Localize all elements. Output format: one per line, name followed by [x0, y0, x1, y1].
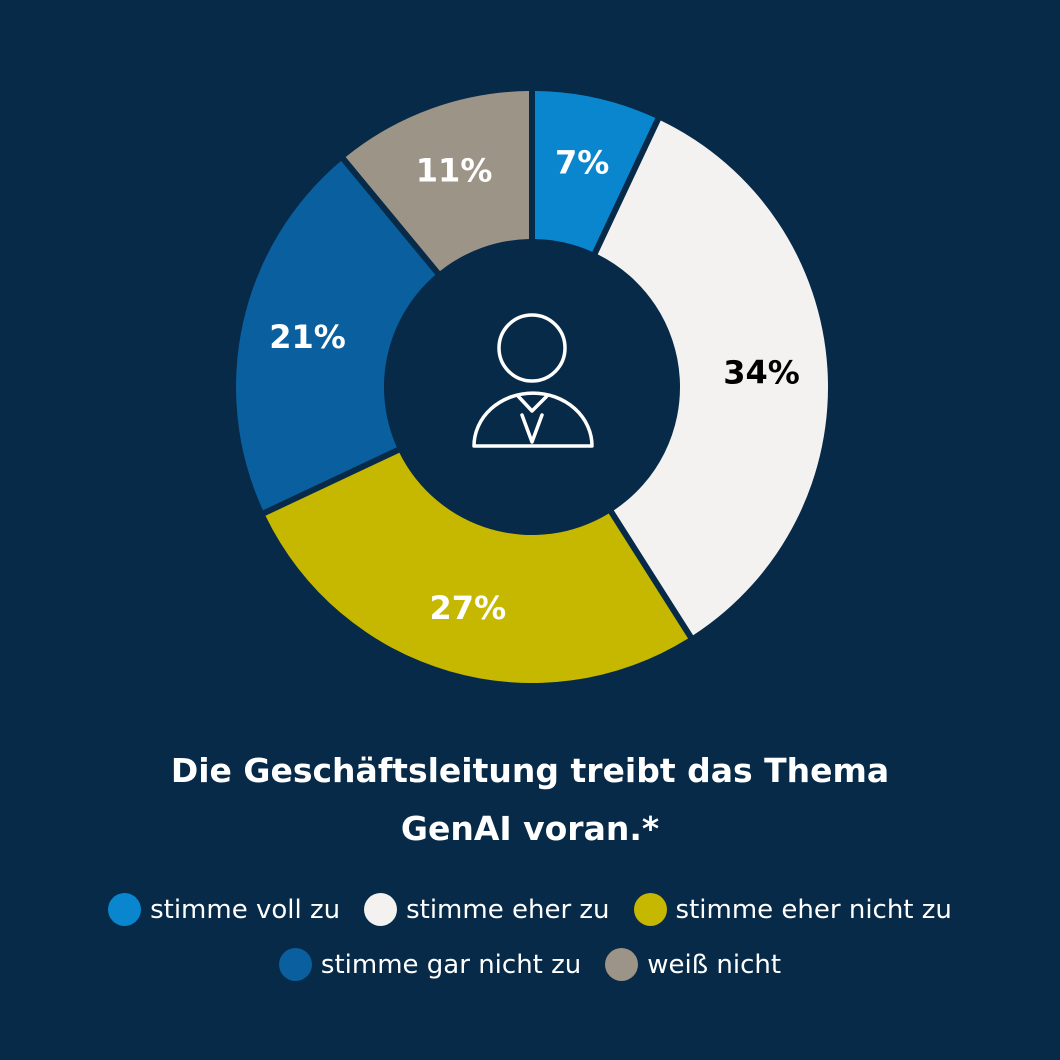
chart-title-line-1: Die Geschäftsleitung treibt das Thema [170, 751, 890, 790]
donut-slice-2 [265, 452, 689, 684]
chart-title: Die Geschäftsleitung treibt das Thema Ge… [0, 742, 1060, 858]
person-icon [472, 313, 594, 448]
legend-swatch [108, 893, 142, 926]
legend-swatch [364, 893, 398, 926]
donut-slice-3 [236, 160, 436, 511]
slice-value-label: 11% [416, 152, 493, 190]
legend-label: stimme voll zu [150, 894, 341, 925]
legend-swatch [605, 948, 639, 981]
legend-item-stimme-eher-zu: stimme eher zu [364, 893, 610, 926]
legend-item-weiss-nicht: weiß nicht [605, 948, 781, 981]
slice-value-label: 21% [269, 318, 346, 356]
slice-value-label: 27% [430, 589, 507, 627]
donut-slice-4 [345, 91, 530, 272]
chart-title-line-2: GenAI voran.* [400, 809, 660, 848]
legend-label: stimme eher nicht zu [675, 894, 952, 925]
legend-item-stimme-eher-nicht-zu: stimme eher nicht zu [633, 893, 952, 926]
legend-item-stimme-voll-zu: stimme voll zu [108, 893, 340, 926]
legend-item-stimme-gar-nicht-zu: stimme gar nicht zu [278, 948, 582, 981]
legend-label: weiß nicht [647, 949, 782, 980]
legend-label: stimme eher zu [406, 894, 610, 925]
legend-row-2: stimme gar nicht zu weiß nicht [0, 948, 1060, 981]
legend-swatch [278, 948, 312, 981]
slice-value-label: 7% [555, 144, 609, 182]
legend-row-1: stimme voll zu stimme eher zu stimme ehe… [0, 893, 1060, 926]
legend-swatch [633, 893, 667, 926]
slice-value-label: 34% [723, 354, 800, 392]
donut-slice-0 [534, 91, 656, 252]
donut-slice-1 [597, 120, 829, 636]
legend-label: stimme gar nicht zu [320, 949, 582, 980]
